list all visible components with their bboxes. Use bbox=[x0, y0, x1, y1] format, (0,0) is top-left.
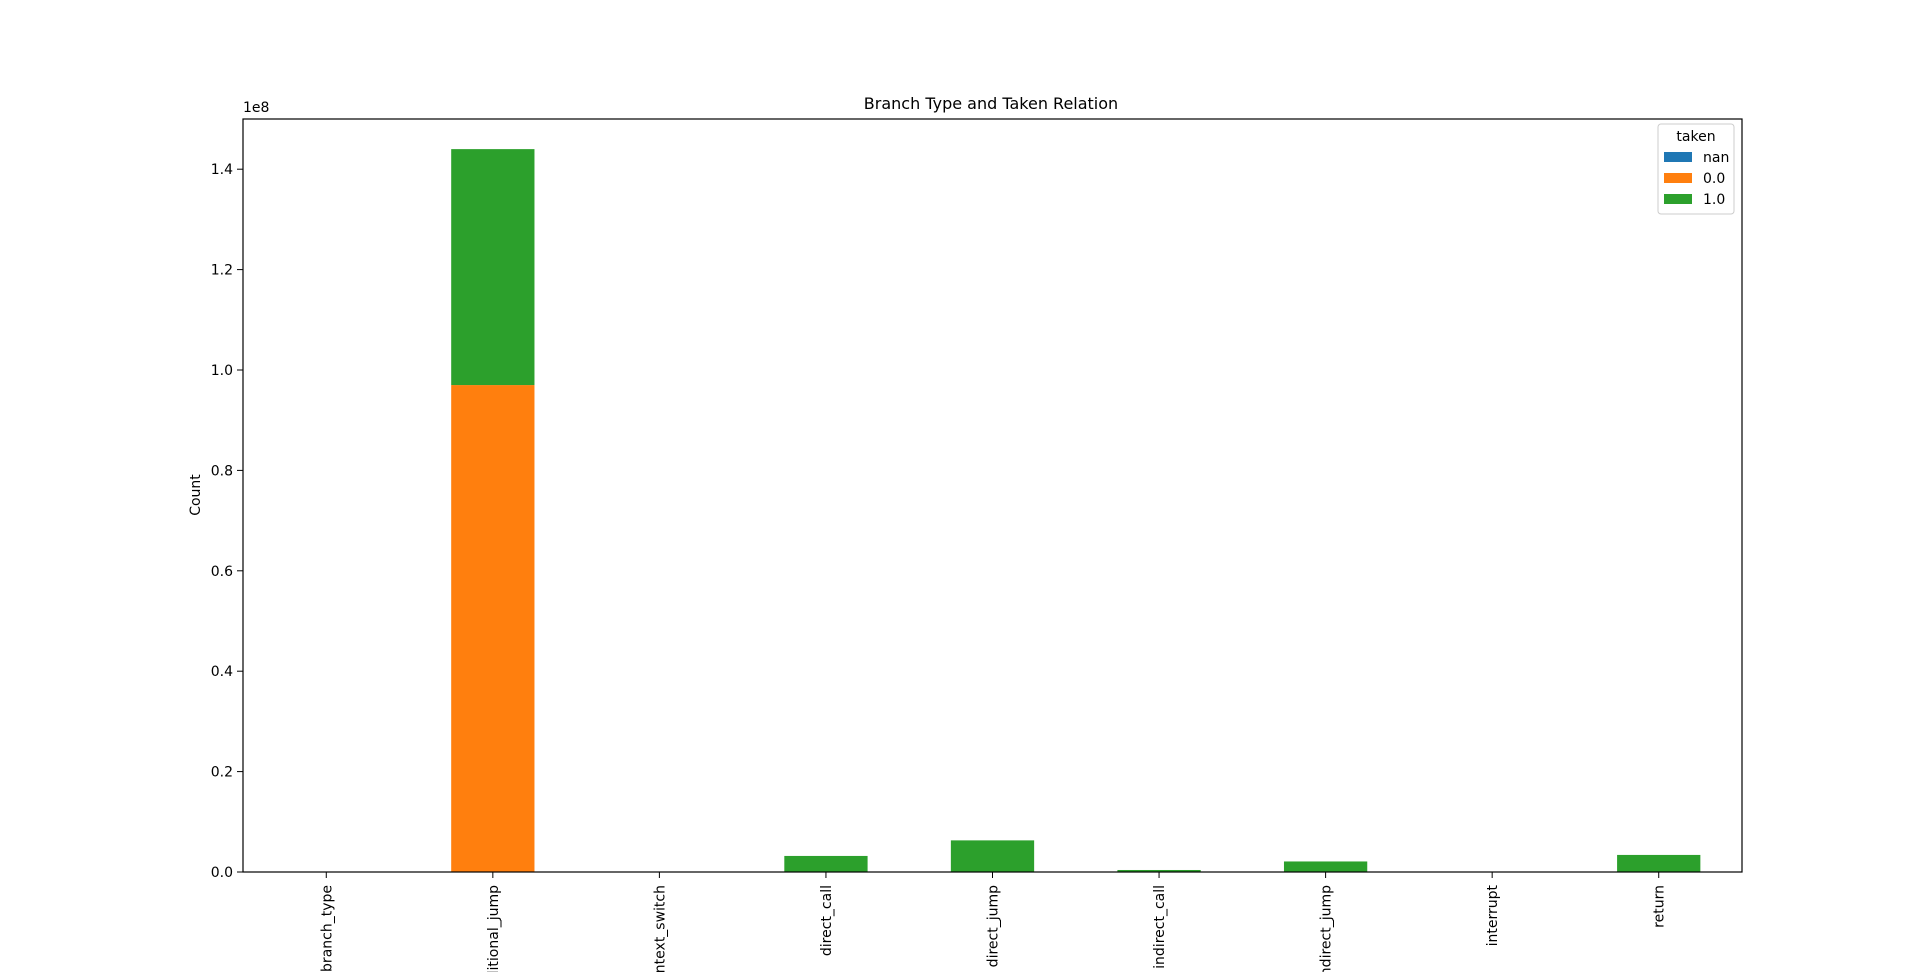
legend: taken nan 0.0 1.0 bbox=[1657, 123, 1735, 215]
chart-title: Branch Type and Taken Relation bbox=[864, 94, 1118, 113]
bar-return-1-0 bbox=[1617, 854, 1701, 872]
x-tick-label: indirect_call bbox=[1152, 885, 1168, 969]
y-axis-label: Count bbox=[188, 474, 204, 516]
bars bbox=[451, 149, 1701, 872]
bar-indirect-call-1-0 bbox=[1117, 869, 1201, 872]
x-tick-label: branch_type bbox=[319, 885, 335, 972]
x-tick-label: interrupt bbox=[1485, 885, 1501, 947]
x-tick-label: direct_call bbox=[819, 885, 835, 956]
y-tick-label: 0.4 bbox=[211, 664, 233, 680]
y-tick-label: 1.2 bbox=[211, 263, 233, 279]
y-tick-label: 1.4 bbox=[211, 162, 233, 178]
bar-ditional-jump-0-0 bbox=[451, 385, 535, 872]
y-tick-label: 1.0 bbox=[211, 363, 233, 379]
x-tick-label: ontext_switch bbox=[652, 885, 668, 972]
y-tick-label: 0.8 bbox=[211, 463, 233, 479]
y-axis-scale-label: 1e8 bbox=[243, 100, 269, 116]
bar-indirect-jump-1-0 bbox=[1283, 861, 1368, 872]
axes: 0.0 0.2 0.4 0.6 0.8 1.0 1.2 1.4 branch_type ditio… bbox=[211, 118, 1743, 976]
bar-direct-call-1-0 bbox=[784, 855, 868, 872]
bar-direct-jump-1-0 bbox=[950, 840, 1035, 872]
bar-ditional-jump-1-0 bbox=[451, 149, 535, 386]
legend-box bbox=[1657, 123, 1735, 215]
x-tick-label: direct_jump bbox=[986, 885, 1002, 967]
legend-label-1-0: 1.0 bbox=[1703, 192, 1725, 208]
y-tick-label: 0.0 bbox=[211, 865, 233, 881]
y-tick-label: 0.6 bbox=[211, 564, 233, 580]
y-tick-label: 0.2 bbox=[211, 765, 233, 781]
legend-label-0-0: 0.0 bbox=[1703, 171, 1725, 187]
x-tick-label: ditional_jump bbox=[486, 885, 502, 972]
x-tick-label: indirect_jump bbox=[1319, 885, 1335, 972]
legend-swatch-0-0 bbox=[1664, 173, 1692, 183]
legend-label-nan: nan bbox=[1703, 150, 1729, 166]
legend-title: taken bbox=[1676, 129, 1715, 145]
legend-swatch-nan bbox=[1664, 152, 1692, 162]
x-tick-label: return bbox=[1652, 885, 1668, 928]
legend-swatch-1-0 bbox=[1664, 194, 1692, 204]
